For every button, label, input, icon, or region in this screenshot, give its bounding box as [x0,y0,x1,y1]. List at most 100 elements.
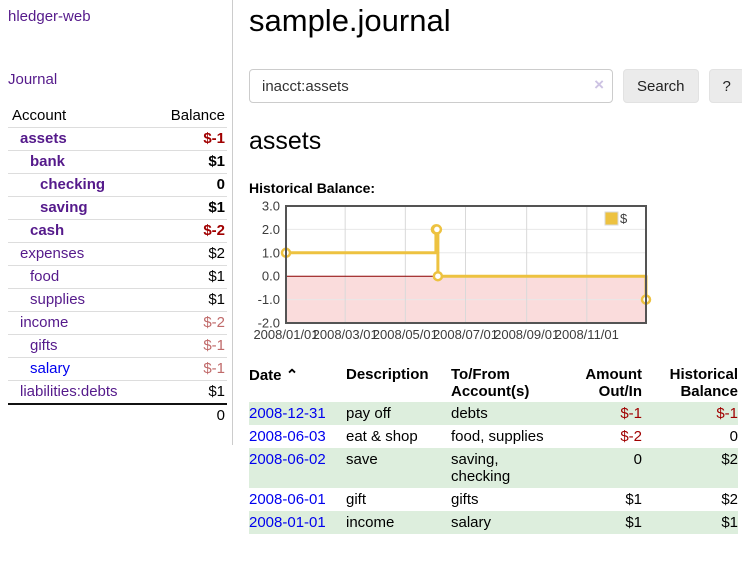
transaction-description: gift [346,491,367,508]
transaction-amount: $-1 [620,405,642,422]
chart-title: Historical Balance: [249,180,376,196]
app-window: hledger-web Journal Account Balance asse… [0,0,742,534]
account-link[interactable]: supplies [30,291,86,308]
register-row: 2008-06-01 gift gifts $1 $2 [249,488,738,511]
account-row: expenses $2 [8,242,227,266]
transaction-amount: $1 [625,514,642,531]
header-balance: Historical Balance [669,366,738,400]
main-content: sample.journal × Search ? assets Histori… [233,0,742,534]
balance-column-header: Balance [170,107,225,124]
transaction-description: pay off [346,405,391,422]
svg-text:2008/11/01: 2008/11/01 [555,327,619,342]
account-table-header: Account Balance [8,105,227,128]
account-link[interactable]: cash [30,222,65,239]
transaction-date-link[interactable]: 2008-01-01 [249,514,326,531]
svg-text:-1.0: -1.0 [258,292,280,307]
transaction-balance: $2 [721,491,738,508]
account-row: assets $-1 [8,127,227,151]
transaction-balance: $1 [721,514,738,531]
account-row: saving $1 [8,196,227,220]
transaction-description: eat & shop [346,428,418,445]
register-row: 2008-01-01 income salary $1 $1 [249,511,738,534]
transaction-description: save [346,451,378,468]
svg-text:$: $ [620,211,628,226]
account-column-header: Account [12,107,67,124]
register-row: 2008-06-03 eat & shop food, supplies $-2 0 [249,425,738,448]
transaction-date-cell: 2008-06-02 [249,448,346,488]
page-title: sample.journal [249,3,451,38]
account-balance: $-2 [149,311,227,335]
transaction-date-cell: 2008-06-01 [249,488,346,511]
account-balance: $-1 [149,127,227,151]
transaction-amount: $1 [625,491,642,508]
total-balance: 0 [149,403,227,427]
account-balance: $-1 [149,357,227,381]
transaction-accounts: saving, checking [451,451,511,485]
total-spacer [8,403,150,427]
account-link[interactable]: liabilities:debts [20,383,118,400]
transaction-amount: 0 [633,451,642,468]
account-link[interactable]: gifts [30,337,58,354]
account-link[interactable]: checking [40,176,106,193]
transaction-date-link[interactable]: 2008-12-31 [249,405,326,422]
sidebar: hledger-web Journal Account Balance asse… [0,0,233,445]
account-balance: 0 [149,173,227,197]
account-balance: $1 [149,150,227,174]
transaction-accounts: gifts [451,491,479,508]
app-title-link[interactable]: hledger-web [8,8,91,25]
transaction-balance: $-1 [716,405,738,422]
account-link[interactable]: salary [30,360,71,377]
transaction-date-cell: 2008-12-31 [249,402,346,425]
account-balance: $1 [149,196,227,220]
transaction-date-link[interactable]: 2008-06-01 [249,491,326,508]
svg-text:1.0: 1.0 [262,245,280,260]
header-description: Description [346,366,429,383]
register-table: Date ⌃ Description To/From Account(s) Am… [249,364,738,534]
sort-asc-icon[interactable]: ⌃ [285,367,299,384]
help-button[interactable]: ? [708,69,742,103]
svg-text:2008/07/01: 2008/07/01 [433,327,498,342]
transaction-date-link[interactable]: 2008-06-02 [249,451,326,468]
account-row: food $1 [8,265,227,289]
transaction-balance: $2 [721,451,738,468]
register-row: 2008-06-02 save saving, checking 0 $2 [249,448,738,488]
header-account: To/From Account(s) [451,366,530,400]
transaction-description: income [346,514,395,531]
transaction-accounts: salary [451,514,492,531]
search-button[interactable]: Search [623,69,699,103]
account-row: checking 0 [8,173,227,197]
transaction-balance: 0 [729,428,738,445]
account-link[interactable]: food [30,268,60,285]
svg-text:3.0: 3.0 [262,199,280,214]
header-amount: Amount Out/In [585,366,642,400]
account-row: liabilities:debts $1 [8,380,227,404]
transaction-accounts: debts [451,405,488,422]
clear-search-icon[interactable]: × [594,75,604,94]
historical-balance-chart: $3.0 2.0 1.0 0.0 -1.0 -2.0 2008/01/01 2008/03/0… [249,199,742,350]
account-row: income $-2 [8,311,227,335]
journal-link[interactable]: Journal [8,71,58,88]
transaction-date-link[interactable]: 2008-06-03 [249,428,326,445]
account-link[interactable]: income [20,314,69,331]
account-link[interactable]: assets [20,130,67,147]
account-balance: $-2 [149,219,227,243]
account-balance: $1 [149,380,227,404]
transaction-amount: $-2 [620,428,642,445]
account-row: bank $1 [8,150,227,174]
search-input[interactable] [249,69,613,103]
account-link[interactable]: saving [40,199,88,216]
account-balance: $-1 [149,334,227,358]
header-date[interactable]: Date ⌃ [249,367,299,384]
account-balance: $1 [149,265,227,289]
account-link[interactable]: expenses [20,245,85,262]
search-form: × Search ? [249,69,742,103]
register-header-row: Date ⌃ Description To/From Account(s) Am… [249,364,738,402]
svg-text:2008/09/01: 2008/09/01 [494,327,559,342]
transaction-date-cell: 2008-06-03 [249,425,346,448]
account-total-row: 0 [8,403,227,427]
account-table: Account Balance assets $-1 bank $1 checking 0… [8,105,227,427]
account-link[interactable]: bank [30,153,66,170]
account-heading: assets [249,127,322,155]
svg-text:2008/03/01: 2008/03/01 [313,327,378,342]
svg-text:-2.0: -2.0 [258,316,280,331]
